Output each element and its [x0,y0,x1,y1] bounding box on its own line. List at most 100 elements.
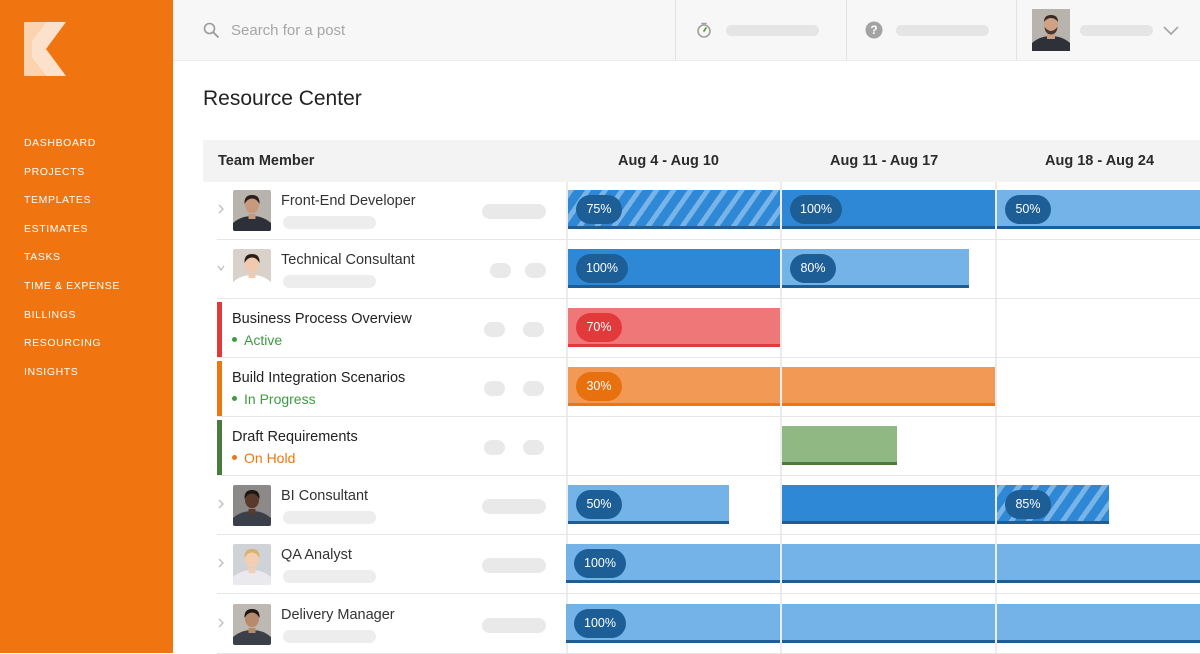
allocation-bar[interactable] [997,544,1200,583]
allocation-bar[interactable]: 100% [568,249,780,288]
nav-projects[interactable]: PROJECTS [24,165,85,178]
nav-templates[interactable]: TEMPLATES [24,194,92,207]
caret-right-icon[interactable] [217,618,225,628]
allocation-bar[interactable]: 75% [568,190,780,229]
task-status: Active [232,332,282,348]
caret-right-icon[interactable] [217,558,225,568]
task-row: Draft Requirements On Hold [203,418,1200,476]
action-placeholder[interactable] [484,381,505,396]
sidebar-nav: DASHBOARD PROJECTS TEMPLATES ESTIMATES T… [24,136,120,393]
help-icon[interactable]: ? [865,21,883,39]
nav-billings[interactable]: BILLINGS [24,308,77,321]
task-status: On Hold [232,450,295,466]
allocation-badge: 50% [576,490,622,519]
status-dot-icon [232,395,237,401]
chevron-down-icon[interactable] [1162,23,1180,37]
member-name: Front-End Developer [281,193,416,209]
member-row: Front-End Developer [203,182,1200,240]
task-status-label: On Hold [244,450,296,466]
task-name[interactable]: Business Process Overview [232,311,412,327]
top-bar: ? [173,0,1200,61]
allocation-bar[interactable]: 50% [997,190,1200,229]
allocation-bar[interactable] [782,604,995,643]
search-input[interactable] [231,18,651,42]
action-placeholder[interactable] [482,558,546,573]
allocation-badge: 70% [576,313,622,342]
task-name[interactable]: Build Integration Scenarios [232,370,406,386]
action-placeholder[interactable] [482,618,546,633]
kantata-logo[interactable] [24,22,66,76]
nav-dashboard[interactable]: DASHBOARD [24,137,96,149]
allocation-badge: 100% [574,609,626,638]
bar-underline [997,521,1109,524]
bar-underline [782,580,995,583]
bar-underline [782,403,995,406]
bar-underline [566,640,780,643]
nav-tasks[interactable]: TASKS [24,251,61,264]
caret-down-icon[interactable] [217,263,225,273]
table-header: Team Member Aug 4 - Aug 10 Aug 11 - Aug … [203,140,1200,182]
svg-text:?: ? [870,23,877,37]
column-week-1: Aug 4 - Aug 10 [618,153,719,169]
member-avatar [233,249,271,290]
row-divider [217,534,1200,535]
bar-underline [566,580,780,583]
action-placeholder[interactable] [523,322,544,337]
nav-estimates[interactable]: ESTIMATES [24,222,89,235]
allocation-bar[interactable] [782,485,995,524]
allocation-bar[interactable]: 100% [566,544,780,583]
action-placeholder[interactable] [484,440,505,455]
task-allocation-bar[interactable] [782,426,897,465]
allocation-bar[interactable] [997,604,1200,643]
allocation-bar[interactable] [782,544,995,583]
allocation-badge: 100% [576,254,628,283]
page-title: Resource Center [203,87,362,110]
allocation-bar[interactable]: 85% [997,485,1109,524]
nav-time-expense[interactable]: TIME & EXPENSE [24,279,120,292]
user-avatar[interactable] [1032,9,1070,51]
task-allocation-bar[interactable]: 70% [568,308,780,347]
member-detail-placeholder [283,511,376,524]
member-avatar [233,190,271,231]
week-divider [780,182,782,653]
member-name: QA Analyst [281,547,352,563]
bar-underline [568,403,780,406]
allocation-badge: 85% [1005,490,1051,519]
week-divider [995,182,997,653]
bar-underline [568,226,780,229]
action-placeholder[interactable] [523,381,544,396]
task-allocation-bar[interactable]: 30% [568,367,780,406]
search-box [173,0,675,60]
column-week-3: Aug 18 - Aug 24 [1045,153,1155,169]
task-allocation-bar[interactable] [782,367,995,406]
row-divider [217,357,1200,358]
column-week-2: Aug 11 - Aug 17 [830,153,939,169]
allocation-bar[interactable]: 100% [566,604,780,643]
row-divider [217,239,1200,240]
caret-right-icon[interactable] [217,499,225,509]
allocation-badge: 75% [576,195,622,224]
allocation-badge: 100% [790,195,842,224]
action-placeholder[interactable] [525,263,546,278]
search-icon [203,22,219,38]
action-placeholder[interactable] [482,499,546,514]
allocation-bar[interactable]: 100% [782,190,995,229]
stopwatch-icon[interactable] [695,21,713,39]
user-name-placeholder [1080,25,1153,36]
action-placeholder[interactable] [482,204,546,219]
allocation-bar[interactable]: 50% [568,485,729,524]
status-dot-icon [232,336,237,342]
member-avatar [233,544,271,585]
allocation-bar[interactable]: 80% [782,249,969,288]
action-placeholder[interactable] [484,322,505,337]
row-divider [217,416,1200,417]
action-placeholder[interactable] [490,263,511,278]
nav-insights[interactable]: INSIGHTS [24,365,79,378]
caret-right-icon[interactable] [217,204,225,214]
task-status-label: Active [244,332,283,348]
column-team-member: Team Member [218,153,315,169]
nav-resourcing[interactable]: RESOURCING [24,337,102,350]
action-placeholder[interactable] [523,440,544,455]
task-name[interactable]: Draft Requirements [232,429,358,445]
row-divider [217,475,1200,476]
